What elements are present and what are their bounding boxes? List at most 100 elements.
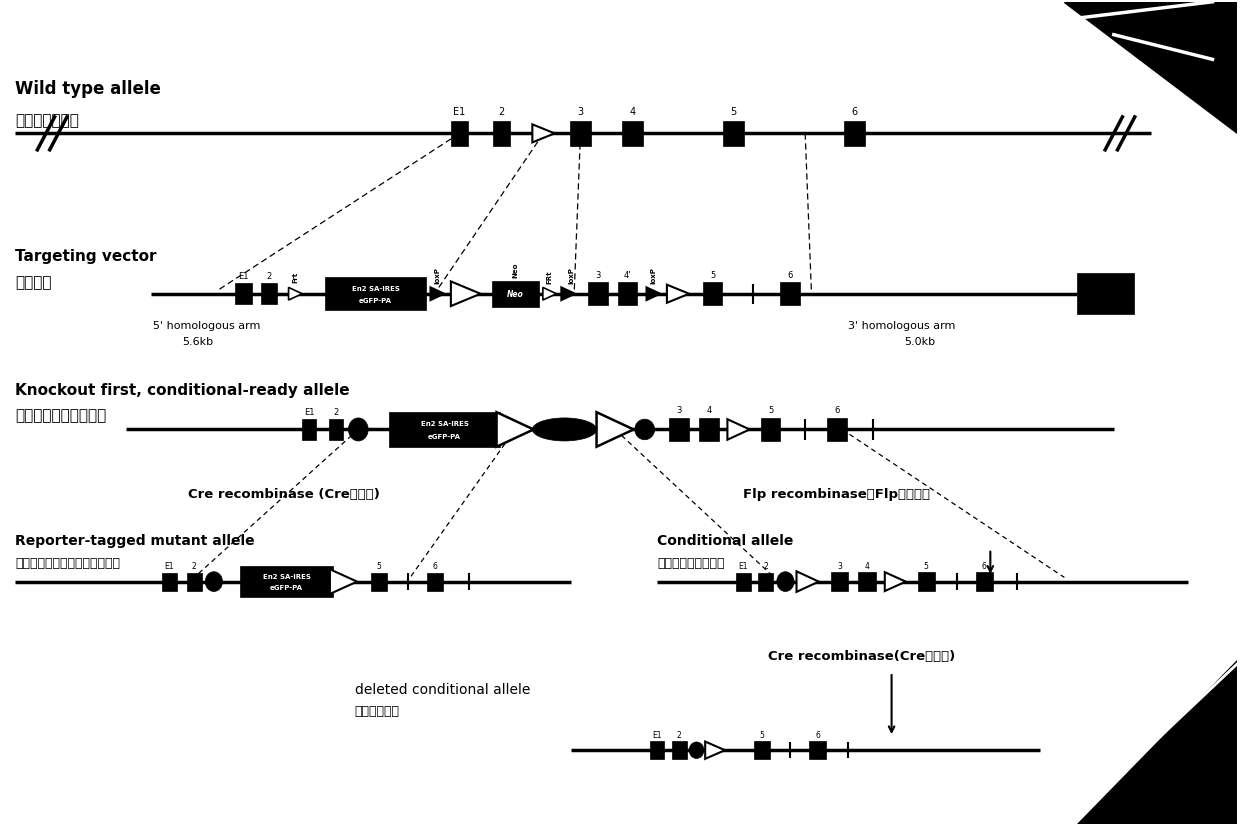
Bar — [427, 573, 443, 591]
Text: FRt: FRt — [547, 270, 553, 284]
Bar — [754, 741, 770, 759]
Polygon shape — [1076, 660, 1238, 825]
Text: E1: E1 — [304, 408, 314, 416]
Text: 6: 6 — [787, 270, 794, 280]
Text: 5: 5 — [760, 730, 764, 739]
Text: 5' homologous arm: 5' homologous arm — [154, 321, 260, 331]
Text: 6: 6 — [852, 107, 858, 117]
Text: eGFP-PA: eGFP-PA — [428, 433, 461, 439]
Text: 5: 5 — [730, 107, 737, 117]
Bar — [760, 418, 780, 442]
Text: Conditional allele: Conditional allele — [657, 534, 794, 547]
Text: Neo: Neo — [507, 290, 523, 299]
Text: deleted conditional allele: deleted conditional allele — [355, 681, 529, 696]
Bar — [699, 418, 719, 442]
Bar — [241, 566, 334, 597]
Polygon shape — [667, 285, 689, 304]
Polygon shape — [532, 125, 554, 143]
Text: 2: 2 — [764, 562, 768, 571]
Ellipse shape — [689, 742, 704, 758]
Bar — [262, 284, 278, 304]
Text: 4: 4 — [629, 107, 635, 117]
Bar — [162, 573, 177, 591]
Text: 2: 2 — [267, 272, 272, 281]
Text: Knockout first, conditional-ready allele: Knockout first, conditional-ready allele — [15, 383, 350, 398]
Bar — [827, 418, 847, 442]
Bar — [494, 122, 510, 146]
Bar — [780, 283, 800, 306]
Text: 2: 2 — [677, 730, 682, 739]
Bar — [723, 122, 744, 146]
Text: eGFP-PA: eGFP-PA — [360, 298, 392, 304]
Text: En2 SA-IRES: En2 SA-IRES — [263, 573, 311, 579]
Polygon shape — [496, 413, 533, 447]
Bar — [588, 283, 608, 306]
Polygon shape — [1064, 2, 1238, 134]
Bar — [703, 283, 723, 306]
Bar — [858, 572, 875, 592]
Text: Reporter-tagged mutant allele: Reporter-tagged mutant allele — [15, 534, 254, 547]
Text: Frt: Frt — [293, 271, 299, 283]
Bar — [325, 278, 427, 311]
Bar — [371, 573, 387, 591]
Text: 先全敲，再条件性敲除: 先全敲，再条件性敲除 — [15, 408, 107, 423]
Text: En2 SA-IRES: En2 SA-IRES — [420, 421, 469, 427]
Text: E1: E1 — [454, 107, 466, 117]
Polygon shape — [596, 413, 634, 447]
Text: E1: E1 — [652, 730, 662, 739]
Text: loxP: loxP — [434, 267, 440, 284]
Text: 3: 3 — [837, 561, 842, 570]
Text: 条件性敲除等位基因: 条件性敲除等位基因 — [657, 557, 724, 570]
Text: loxP: loxP — [650, 267, 656, 284]
Bar — [810, 741, 826, 759]
Text: 4': 4' — [624, 270, 631, 280]
Text: 5.0kb: 5.0kb — [904, 337, 935, 347]
Ellipse shape — [532, 418, 596, 442]
Text: eGFP-PA: eGFP-PA — [270, 585, 304, 590]
Text: E1: E1 — [739, 562, 748, 571]
Text: 3: 3 — [595, 270, 600, 280]
Text: E1: E1 — [238, 272, 249, 281]
Ellipse shape — [635, 419, 655, 440]
Bar — [976, 572, 993, 592]
Text: 3' homologous arm: 3' homologous arm — [848, 321, 956, 331]
Text: 3: 3 — [677, 406, 682, 414]
Text: 6: 6 — [982, 561, 987, 570]
Text: 5: 5 — [768, 406, 774, 414]
Text: Wild type allele: Wild type allele — [15, 80, 161, 98]
Bar — [236, 284, 252, 304]
Text: Targeting vector: Targeting vector — [15, 248, 156, 263]
Text: 报告基因标记的突变型等位基因: 报告基因标记的突变型等位基因 — [15, 557, 120, 570]
Text: En2 SA-IRES: En2 SA-IRES — [352, 285, 399, 291]
Text: E1: E1 — [165, 562, 174, 571]
Text: 6: 6 — [433, 562, 438, 571]
Text: Neo: Neo — [512, 263, 518, 278]
Polygon shape — [543, 288, 557, 301]
Text: 5: 5 — [377, 562, 382, 571]
Bar — [1076, 274, 1133, 315]
Text: Cre recombinase (Cre重组酶): Cre recombinase (Cre重组酶) — [188, 487, 379, 500]
Text: 4: 4 — [707, 406, 712, 414]
Bar — [672, 741, 687, 759]
Bar — [491, 281, 538, 308]
Bar — [451, 122, 467, 146]
Bar — [389, 413, 500, 447]
Bar — [737, 573, 751, 591]
Ellipse shape — [348, 418, 368, 442]
Text: 5: 5 — [924, 561, 929, 570]
Polygon shape — [706, 742, 725, 759]
Bar — [650, 741, 665, 759]
Text: 2: 2 — [192, 562, 196, 571]
Text: Cre recombinase(Cre重组酶): Cre recombinase(Cre重组酶) — [768, 649, 955, 662]
Bar — [844, 122, 866, 146]
Text: loxP: loxP — [569, 267, 575, 284]
Text: 6: 6 — [835, 406, 839, 414]
Bar — [187, 573, 202, 591]
Polygon shape — [562, 288, 575, 301]
Text: 6: 6 — [815, 730, 820, 739]
Polygon shape — [430, 288, 444, 301]
Bar — [618, 283, 637, 306]
Polygon shape — [796, 571, 818, 592]
Text: 4: 4 — [864, 561, 869, 570]
Text: 5: 5 — [711, 270, 715, 280]
